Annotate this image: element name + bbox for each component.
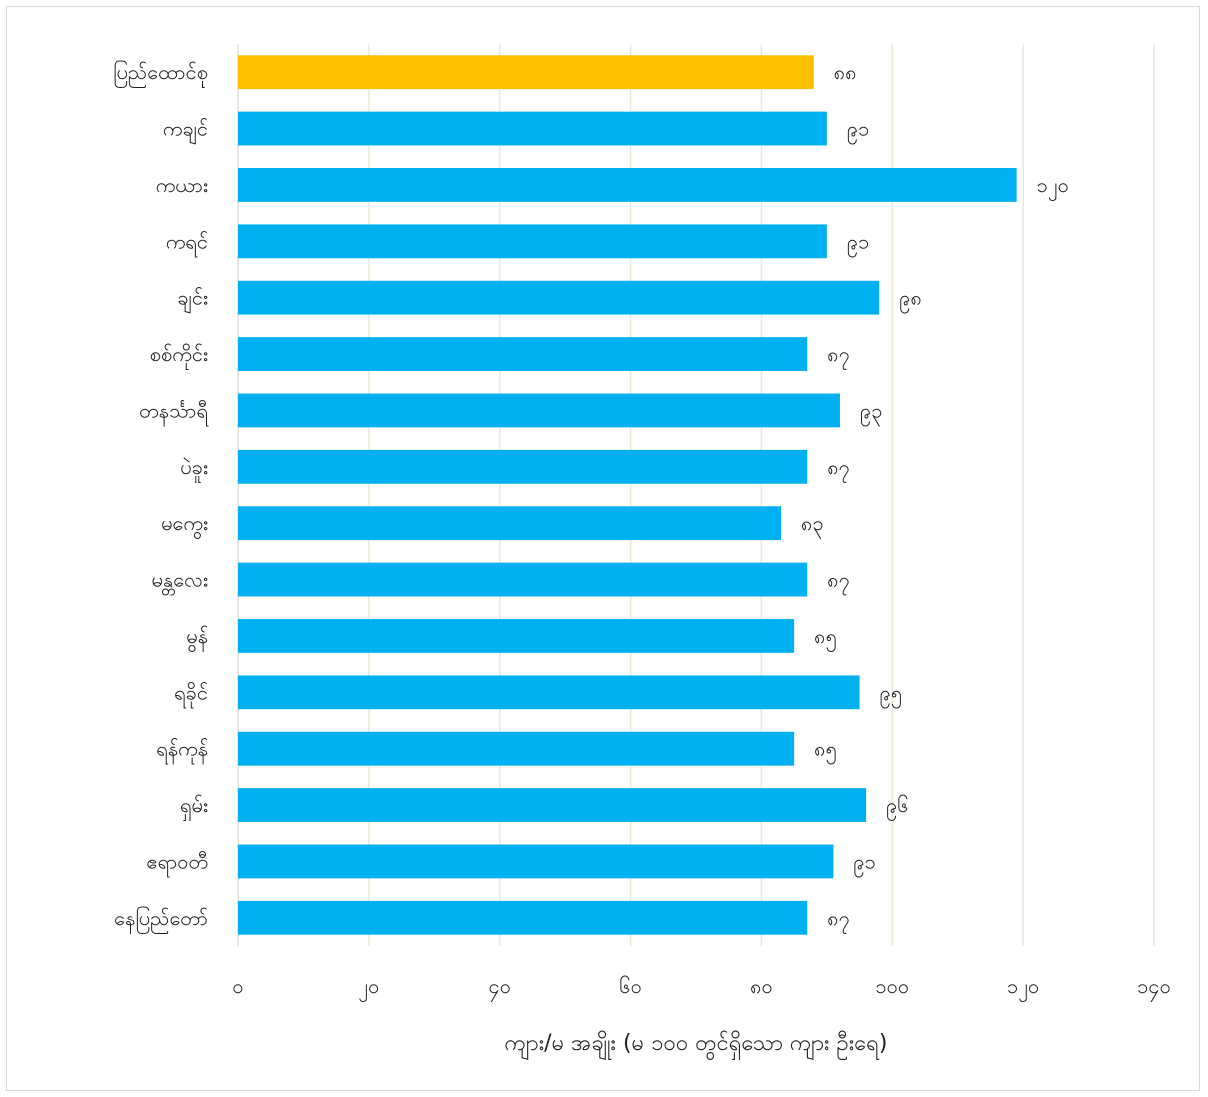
x-tick-label: ၄၀: [488, 974, 511, 1002]
value-label: ၉၆: [886, 793, 909, 821]
bar: [238, 788, 867, 822]
category-label: တနင်္သာရီ: [139, 398, 208, 426]
x-tick-label: ၂၀: [358, 974, 379, 1002]
value-label: ၈၇: [827, 568, 850, 596]
x-tick-label: ၁၄၀: [1137, 974, 1171, 1002]
category-label: မကွေး: [161, 511, 208, 539]
category-label: မွန်: [186, 624, 208, 652]
x-tick-label: ၁၂၀: [1007, 974, 1039, 1002]
value-label: ၈၅: [814, 737, 837, 765]
bar: [238, 280, 880, 315]
value-label: ၈၇: [827, 455, 850, 483]
bar: [238, 449, 808, 484]
category-label: မန္တလေး: [152, 568, 208, 596]
value-label: ၁၂၀: [1037, 173, 1069, 201]
value-label: ၉၁: [847, 117, 870, 145]
bar: [238, 224, 827, 259]
value-label: ၉၁: [853, 849, 876, 877]
bar: [238, 55, 814, 90]
category-label: စစ်ကိုင်း: [150, 342, 208, 370]
value-label: ၈၃: [801, 511, 824, 539]
bar: [238, 731, 795, 766]
category-labels: ပြည်ထောင်စုကချင်ကယားကရင်ချင်းစစ်ကိုင်းတန…: [113, 60, 208, 934]
category-label: ရခိုင်: [174, 680, 208, 708]
value-label: ၉၃: [860, 398, 883, 426]
category-label: ကယား: [156, 173, 208, 197]
value-label: ၉၈: [899, 286, 922, 314]
bar: [238, 562, 808, 597]
value-label: ၉၁: [847, 229, 870, 257]
value-label: ၈၈: [834, 60, 857, 84]
category-label: နေပြည်တော်: [114, 906, 208, 934]
bars: [238, 55, 1017, 935]
bar: [238, 844, 834, 879]
value-label: ၈၅: [814, 624, 837, 652]
bar: [238, 619, 795, 653]
x-tick-labels: ၀ ၂၀ ၄၀ ၆၀ ၈၀ ၁၀၀ ၁၂၀ ၁၄၀: [232, 974, 1171, 1002]
category-label: ချင်း: [177, 286, 208, 314]
x-tick-label: ၀: [232, 974, 243, 998]
bar: [238, 111, 827, 146]
x-tick-label: ၁၀၀: [875, 974, 909, 998]
category-label: ကချင်: [163, 117, 208, 145]
value-label: ၉၅: [880, 680, 903, 708]
bar: [238, 506, 782, 541]
bar: [238, 675, 860, 710]
category-label: ပဲခူး: [180, 455, 208, 483]
bar: [238, 393, 840, 428]
x-axis-title: ကျား/မ အချိုး (မ ၁၀၀ တွင်ရှိသော ကျား ဦးရ…: [505, 1030, 888, 1061]
x-tick-label: ၆၀: [619, 974, 642, 998]
category-label: ရန်ကုန်: [156, 737, 208, 765]
category-label: ရှမ်း: [180, 793, 208, 821]
category-label: ကရင်: [166, 229, 208, 257]
category-label: ဧရာဝတီ: [146, 849, 208, 877]
value-label: ၈၇: [827, 342, 850, 370]
bar: [238, 168, 1017, 202]
category-label: ပြည်ထောင်စု: [113, 60, 208, 88]
bar: [238, 337, 808, 371]
bar: [238, 900, 808, 935]
x-tick-label: ၈၀: [750, 974, 773, 998]
value-label: ၈၇: [827, 906, 850, 934]
